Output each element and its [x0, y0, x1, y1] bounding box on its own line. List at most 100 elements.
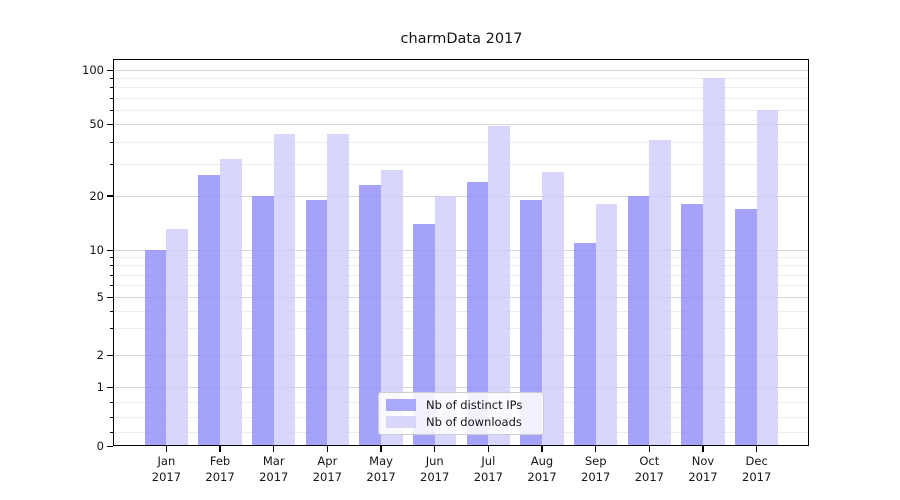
y-axis-minor-tick	[110, 265, 113, 266]
x-tick-label-month: May	[369, 454, 393, 468]
y-axis-minor-tick	[110, 109, 113, 111]
y-axis-minor-tick	[110, 417, 113, 418]
x-tick-label-month: Dec	[745, 454, 768, 468]
legend-entry-downloads: Nb of downloads	[386, 415, 536, 429]
gridline-minor	[114, 285, 809, 286]
bar-downloads-may	[381, 169, 403, 446]
gridline-minor	[114, 109, 809, 111]
x-tick-label-year: 2017	[420, 469, 450, 484]
y-axis-tick	[107, 69, 113, 71]
gridline-minor	[114, 97, 809, 99]
y-tick-label: 50	[89, 117, 104, 132]
x-axis-tick	[433, 446, 436, 452]
x-axis-tick	[487, 446, 490, 452]
y-axis-minor-tick	[110, 141, 113, 143]
x-tick-label-year: 2017	[527, 469, 557, 484]
y-axis-minor-tick	[110, 78, 113, 80]
y-tick-label: 100	[82, 63, 104, 77]
bar-distinct-ips-mar	[252, 195, 274, 446]
gridline-major	[114, 297, 809, 298]
x-tick-label-month: Aug	[530, 454, 554, 468]
x-tick-label-month: Oct	[639, 454, 660, 468]
x-axis-tick	[594, 446, 597, 452]
x-tick-label: Sep 2017	[564, 454, 628, 485]
bar-downloads-oct	[649, 139, 672, 446]
y-axis-minor-tick	[110, 164, 113, 166]
bar-downloads-sep	[595, 204, 618, 446]
bar-distinct-ips-may	[359, 184, 382, 446]
x-axis-tick	[219, 446, 221, 452]
bar-distinct-ips-feb	[198, 175, 221, 446]
y-tick-label: 10	[89, 243, 104, 257]
bar-distinct-ips-oct	[627, 195, 650, 446]
y-axis-tick	[107, 445, 113, 447]
gridline-minor	[114, 274, 809, 276]
x-tick-label-year: 2017	[634, 469, 664, 484]
bar-downloads-dec	[756, 109, 779, 446]
gridline-major	[114, 124, 809, 126]
x-tick-label-month: Feb	[209, 454, 231, 468]
y-axis-tick	[107, 249, 113, 251]
x-tick-label-year: 2017	[259, 469, 289, 484]
x-tick-label: Nov 2017	[671, 454, 735, 485]
bar-distinct-ips-sep	[573, 242, 596, 446]
x-tick-label-month: Jul	[481, 454, 496, 468]
x-tick-label-year: 2017	[312, 469, 343, 484]
gridline-minor	[114, 327, 809, 329]
legend: Nb of distinct IPs Nb of downloads	[378, 392, 544, 435]
x-tick-label-year: 2017	[205, 469, 235, 484]
bar-downloads-mar	[273, 134, 296, 446]
gridline-minor	[114, 310, 809, 312]
bar-distinct-ips-jun	[413, 223, 435, 446]
x-tick-label-year: 2017	[473, 469, 503, 484]
gridline-major	[114, 355, 809, 356]
bar-distinct-ips-nov	[681, 204, 703, 446]
gridline-minor	[114, 265, 809, 266]
gridline-major	[114, 195, 809, 197]
x-tick-label-month: Mar	[262, 454, 285, 468]
bar-downloads-apr	[327, 134, 350, 446]
y-axis-tick	[107, 123, 113, 126]
bar-distinct-ips-aug	[520, 199, 542, 446]
x-tick-label: Feb 2017	[188, 454, 252, 485]
y-axis-tick	[107, 195, 113, 197]
x-tick-label-month: Apr	[317, 454, 338, 468]
x-tick-label-year: 2017	[742, 469, 772, 484]
x-axis-tick	[541, 446, 543, 452]
gridline-minor	[114, 164, 809, 166]
y-axis-minor-tick	[110, 402, 113, 403]
x-axis-tick	[165, 446, 168, 452]
y-axis-tick	[107, 354, 113, 356]
x-tick-label: Jan 2017	[134, 454, 198, 485]
x-tick-label: Jul 2017	[456, 454, 520, 485]
x-tick-label-year: 2017	[151, 469, 182, 484]
y-tick-label: 2	[96, 348, 104, 362]
y-tick-label: 0	[96, 439, 104, 453]
x-tick-label-month: Jun	[425, 454, 444, 468]
x-axis-tick	[380, 446, 382, 452]
x-tick-label-year: 2017	[366, 469, 396, 484]
y-tick-label: 5	[96, 290, 104, 304]
x-axis-tick	[702, 446, 704, 452]
x-axis-tick	[272, 446, 275, 452]
gridline-minor	[114, 78, 809, 80]
y-axis-minor-tick	[110, 310, 113, 312]
x-tick-label: Dec 2017	[725, 454, 789, 485]
gridline-minor	[114, 141, 809, 143]
y-axis-minor-tick	[110, 87, 113, 89]
bar-downloads-nov	[703, 78, 725, 446]
x-tick-label-month: Nov	[691, 454, 715, 468]
x-tick-label-month: Sep	[584, 454, 607, 468]
y-tick-label: 20	[89, 188, 104, 203]
x-axis-tick	[755, 446, 758, 452]
legend-label-downloads: Nb of downloads	[426, 415, 522, 430]
x-tick-label-year: 2017	[688, 469, 718, 484]
x-axis-tick	[326, 446, 329, 452]
y-axis-minor-tick	[110, 274, 113, 276]
y-axis-tick	[107, 386, 113, 388]
bar-downloads-jun	[434, 195, 457, 446]
gridline-minor	[114, 257, 809, 258]
y-axis-minor-tick	[110, 285, 113, 286]
chart-title: charmData 2017	[400, 31, 523, 47]
